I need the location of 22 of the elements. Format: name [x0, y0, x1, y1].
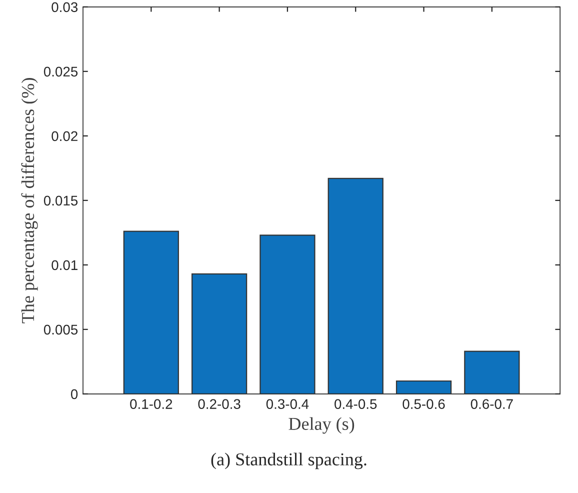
y-tick-label: 0.01	[52, 260, 78, 270]
x-axis-title: Delay (s)	[288, 417, 354, 434]
text: (a) Standstill spacing.	[211, 452, 366, 470]
y-tick-label: 0.02	[52, 131, 78, 142]
y-tick-label: 0.025	[44, 66, 78, 77]
x-tick-label: 0.2-0.3	[198, 399, 240, 409]
x-tick-label: 0.5-0.6	[402, 399, 445, 409]
bar	[123, 230, 179, 394]
x-tick-label: 0.6-0.7	[470, 399, 513, 409]
y-tick-label: 0.03	[52, 2, 78, 12]
x-tick-label: 0.3-0.4	[266, 399, 309, 409]
bar	[464, 350, 520, 394]
y-axis-title: The percentage of differences (%)	[21, 78, 38, 324]
y-tick-label: 0.015	[44, 196, 78, 206]
bar	[396, 380, 452, 394]
x-tick-label: 0.4-0.5	[334, 399, 377, 409]
y-tick-label: 0	[70, 389, 78, 400]
y-tick-label: 0.005	[44, 324, 78, 335]
x-tick-label: 0.1-0.2	[130, 399, 172, 409]
bar	[260, 234, 316, 394]
bar	[328, 178, 384, 394]
bar	[191, 273, 248, 394]
